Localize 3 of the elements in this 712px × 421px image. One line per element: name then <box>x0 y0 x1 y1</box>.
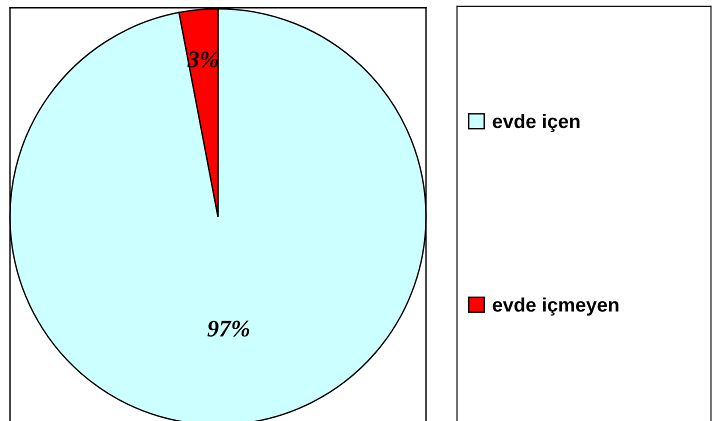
legend-label: evde içmeyen <box>492 297 618 316</box>
data-label: 97% <box>207 320 250 337</box>
legend-label: evde içen <box>492 114 580 132</box>
